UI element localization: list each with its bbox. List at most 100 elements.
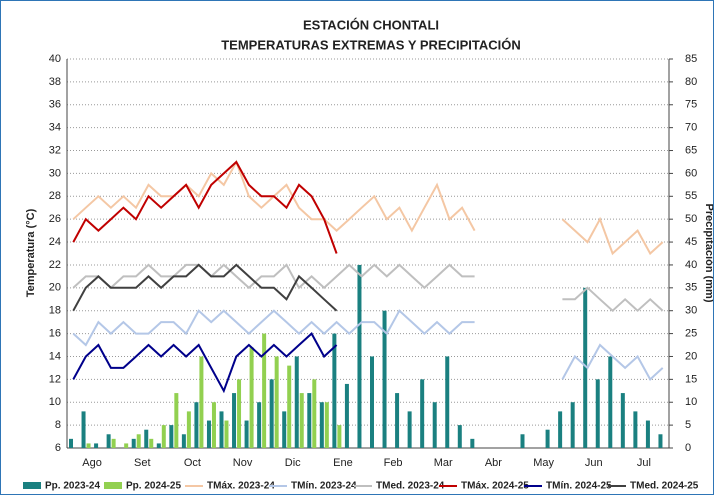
y-tick-label: 28 bbox=[49, 190, 61, 202]
bar bbox=[294, 356, 299, 448]
bar bbox=[595, 379, 600, 448]
bar bbox=[620, 393, 625, 448]
legend-swatch bbox=[104, 482, 122, 489]
bar bbox=[570, 402, 575, 448]
bar bbox=[211, 402, 216, 448]
bar bbox=[106, 434, 111, 448]
bar bbox=[174, 393, 179, 448]
bar bbox=[445, 356, 450, 448]
bar bbox=[274, 356, 279, 448]
bar bbox=[224, 420, 229, 448]
line bbox=[72, 309, 664, 381]
y2-tick-label: 30 bbox=[685, 305, 697, 317]
bar bbox=[181, 434, 186, 448]
bar bbox=[81, 411, 86, 448]
line bbox=[72, 263, 338, 312]
bar bbox=[287, 365, 292, 448]
bar bbox=[69, 438, 73, 448]
y-tick-label: 6 bbox=[55, 442, 61, 454]
bar bbox=[520, 434, 525, 448]
x-tick-label: Ago bbox=[82, 457, 102, 469]
y-tick-label: 8 bbox=[55, 419, 61, 431]
bar bbox=[583, 287, 588, 448]
bar bbox=[312, 379, 317, 448]
y-tick-label: 32 bbox=[49, 144, 61, 156]
bar bbox=[149, 438, 154, 448]
chart-title: ESTACIÓN CHONTALI bbox=[303, 17, 439, 32]
y-tick-label: 14 bbox=[49, 350, 61, 362]
x-tick-label: Dic bbox=[285, 457, 301, 469]
y-tick-label: 18 bbox=[49, 305, 61, 317]
y-tick-label: 12 bbox=[49, 373, 61, 385]
bar bbox=[344, 383, 349, 448]
y-tick-label: 16 bbox=[49, 327, 61, 339]
y2-tick-label: 45 bbox=[685, 236, 697, 248]
bar bbox=[432, 402, 437, 448]
bar bbox=[299, 393, 304, 448]
bar bbox=[156, 443, 161, 448]
bar bbox=[194, 402, 199, 448]
bar bbox=[232, 393, 237, 448]
line bbox=[72, 332, 338, 394]
bar bbox=[169, 425, 174, 448]
x-tick-label: Nov bbox=[233, 457, 253, 469]
bar bbox=[332, 333, 337, 448]
y2-tick-label: 10 bbox=[685, 396, 697, 408]
bar bbox=[199, 356, 204, 448]
y-tick-label: 30 bbox=[49, 167, 61, 179]
bar bbox=[269, 379, 274, 448]
bar bbox=[144, 429, 149, 448]
y2-tick-label: 20 bbox=[685, 350, 697, 362]
bar bbox=[282, 411, 287, 448]
bar bbox=[382, 310, 387, 448]
bar bbox=[307, 393, 312, 448]
legend-label: TMed. 2024-25 bbox=[630, 481, 699, 492]
bar bbox=[86, 443, 91, 448]
y2-tick-label: 35 bbox=[685, 282, 697, 294]
y2-tick-label: 25 bbox=[685, 327, 697, 339]
x-tick-label: Abr bbox=[485, 457, 502, 469]
y2-tick-label: 60 bbox=[685, 167, 697, 179]
x-tick-label: Mar bbox=[434, 457, 453, 469]
bar bbox=[131, 438, 136, 448]
line bbox=[72, 160, 338, 254]
x-tick-label: Jul bbox=[637, 457, 651, 469]
legend-label: TMín. 2023-24 bbox=[291, 481, 357, 492]
x-tick-label: Oct bbox=[184, 457, 201, 469]
bar bbox=[249, 347, 254, 448]
bar bbox=[124, 443, 129, 448]
y2-tick-label: 85 bbox=[685, 53, 697, 65]
y-axis-label: Temperatura (°C) bbox=[25, 208, 37, 297]
bar bbox=[545, 429, 550, 448]
y2-tick-label: 70 bbox=[685, 122, 697, 134]
legend-swatch bbox=[23, 482, 41, 489]
x-tick-label: Feb bbox=[384, 457, 403, 469]
y2-axis-label: Precipitación (mm) bbox=[703, 203, 714, 302]
legend-label: TMín. 2024-25 bbox=[546, 481, 612, 492]
bar bbox=[470, 438, 475, 448]
y2-tick-label: 55 bbox=[685, 190, 697, 202]
bar bbox=[94, 443, 99, 448]
y-tick-label: 34 bbox=[49, 122, 61, 134]
y-tick-label: 38 bbox=[49, 76, 61, 88]
bar bbox=[324, 402, 329, 448]
x-tick-label: Ene bbox=[333, 457, 353, 469]
bar bbox=[337, 425, 342, 448]
bar bbox=[407, 411, 412, 448]
y2-tick-label: 15 bbox=[685, 373, 697, 385]
bar bbox=[262, 333, 267, 448]
x-tick-label: Set bbox=[134, 457, 151, 469]
bar bbox=[237, 379, 242, 448]
bar bbox=[206, 420, 211, 448]
y-tick-label: 40 bbox=[49, 53, 61, 65]
legend-label: TMáx. 2024-25 bbox=[461, 481, 529, 492]
bar bbox=[136, 434, 141, 448]
y2-tick-label: 50 bbox=[685, 213, 697, 225]
bar bbox=[219, 411, 224, 448]
y2-tick-label: 0 bbox=[685, 442, 691, 454]
bar bbox=[370, 356, 374, 448]
bar bbox=[645, 420, 650, 448]
y-tick-label: 22 bbox=[49, 259, 61, 271]
bar bbox=[111, 438, 116, 448]
